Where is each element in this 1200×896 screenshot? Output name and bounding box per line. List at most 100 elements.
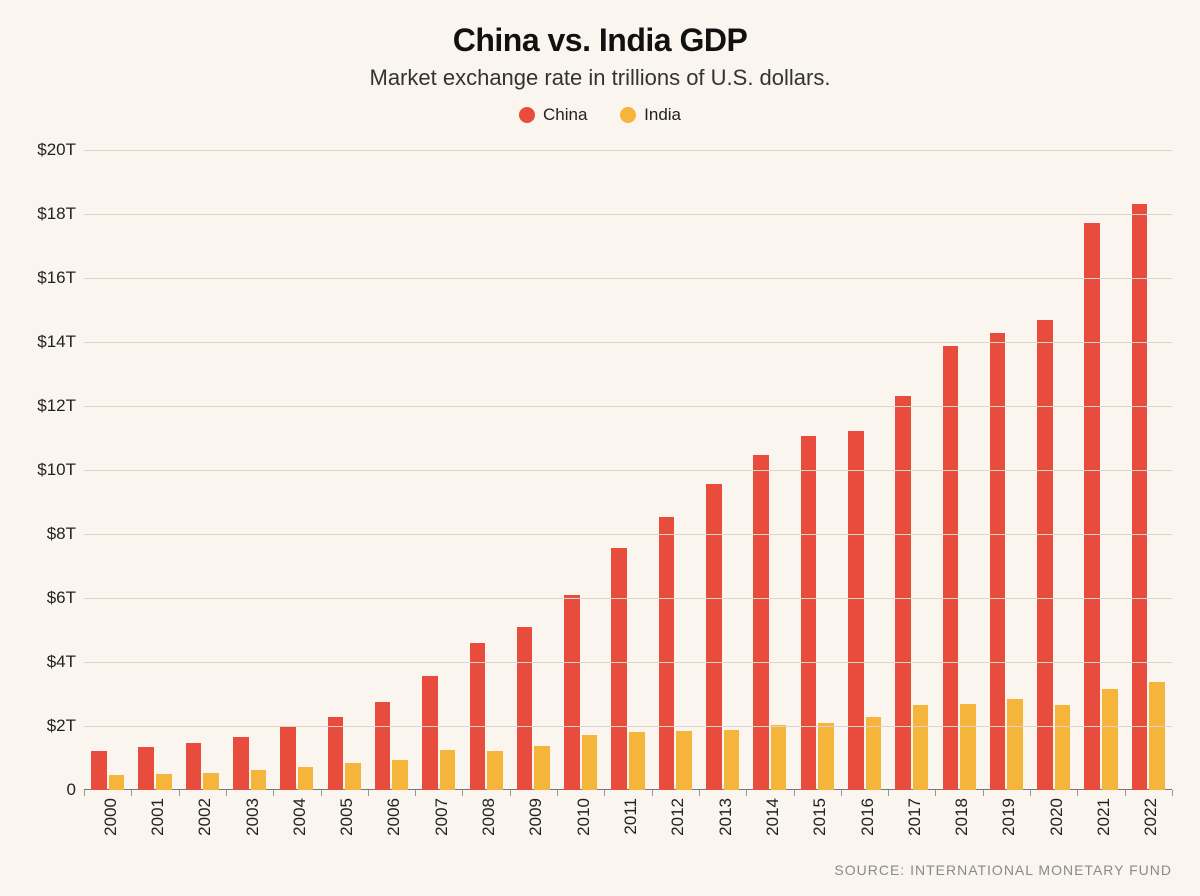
y-tick-label: $16T [37, 268, 84, 288]
bar-china [280, 727, 296, 790]
plot-area: 2000200120022003200420052006200720082009… [84, 150, 1172, 790]
gridline [84, 150, 1172, 151]
x-tick [557, 790, 558, 796]
gridline [84, 214, 1172, 215]
x-tick-label: 2006 [384, 798, 404, 836]
bar-india [534, 746, 550, 790]
x-tick-label: 2001 [148, 798, 168, 836]
y-tick-label: 0 [67, 780, 84, 800]
x-tick [604, 790, 605, 796]
gridline [84, 342, 1172, 343]
x-tick-label: 2019 [999, 798, 1019, 836]
bar-india [1149, 682, 1165, 790]
x-tick-label: 2011 [621, 798, 641, 835]
x-tick [1030, 790, 1031, 796]
x-tick [1125, 790, 1126, 796]
x-tick-label: 2007 [432, 798, 452, 836]
y-tick-label: $12T [37, 396, 84, 416]
bar-india [345, 763, 361, 790]
bar-china [990, 333, 1006, 790]
bar-india [251, 770, 267, 790]
bar-india [156, 774, 172, 790]
bar-india [913, 705, 929, 790]
x-tick-label: 2016 [858, 798, 878, 836]
legend-swatch-china [519, 107, 535, 123]
bar-india [960, 704, 976, 790]
bar-india [487, 751, 503, 790]
gridline [84, 406, 1172, 407]
x-tick [841, 790, 842, 796]
x-tick [368, 790, 369, 796]
bar-india [676, 731, 692, 790]
bar-india [392, 760, 408, 790]
y-tick-label: $2T [47, 716, 84, 736]
bar-china [233, 737, 249, 790]
bar-china [186, 743, 202, 790]
x-tick-label: 2010 [574, 798, 594, 836]
x-tick-label: 2000 [101, 798, 121, 836]
x-tick [462, 790, 463, 796]
bar-china [753, 455, 769, 790]
x-tick [794, 790, 795, 796]
legend-item-china: China [519, 105, 587, 125]
gridline [84, 598, 1172, 599]
bar-china [895, 396, 911, 790]
bar-china [375, 702, 391, 790]
bar-china [1037, 320, 1053, 790]
legend-swatch-india [620, 107, 636, 123]
x-tick [226, 790, 227, 796]
y-tick-label: $20T [37, 140, 84, 160]
y-tick-label: $6T [47, 588, 84, 608]
bar-india [1102, 689, 1118, 790]
bar-china [659, 517, 675, 790]
bar-india [629, 732, 645, 790]
bar-china [801, 436, 817, 790]
x-tick [1077, 790, 1078, 796]
bar-india [771, 725, 787, 790]
source-attribution: SOURCE: INTERNATIONAL MONETARY FUND [834, 862, 1172, 878]
x-tick-label: 2017 [905, 798, 925, 836]
x-tick-label: 2018 [952, 798, 972, 836]
gridline [84, 662, 1172, 663]
y-tick-label: $18T [37, 204, 84, 224]
y-tick-label: $10T [37, 460, 84, 480]
bar-china [1084, 223, 1100, 790]
x-tick-label: 2015 [810, 798, 830, 836]
x-tick-label: 2009 [526, 798, 546, 836]
gridline [84, 470, 1172, 471]
x-tick-label: 2013 [716, 798, 736, 836]
legend-label-china: China [543, 105, 587, 125]
x-tick [273, 790, 274, 796]
x-tick-label: 2005 [337, 798, 357, 836]
bar-india [866, 717, 882, 790]
x-tick-label: 2022 [1141, 798, 1161, 836]
bar-china [328, 717, 344, 790]
bar-india [818, 723, 834, 790]
legend-item-india: India [620, 105, 681, 125]
y-tick-label: $4T [47, 652, 84, 672]
x-tick-label: 2020 [1047, 798, 1067, 836]
bar-india [440, 750, 456, 790]
chart-subtitle: Market exchange rate in trillions of U.S… [0, 65, 1200, 91]
x-tick [415, 790, 416, 796]
x-tick-label: 2002 [195, 798, 215, 836]
chart-container: China vs. India GDP Market exchange rate… [0, 0, 1200, 896]
y-tick-label: $8T [47, 524, 84, 544]
x-tick [179, 790, 180, 796]
x-tick-label: 2014 [763, 798, 783, 836]
bar-china [1132, 204, 1148, 790]
bar-china [943, 346, 959, 790]
x-tick-label: 2012 [668, 798, 688, 836]
x-tick [321, 790, 322, 796]
bar-india [582, 735, 598, 790]
x-tick [131, 790, 132, 796]
x-tick-label: 2021 [1094, 798, 1114, 836]
x-tick-label: 2003 [243, 798, 263, 836]
x-tick [935, 790, 936, 796]
bar-china [470, 643, 486, 790]
x-tick [652, 790, 653, 796]
x-tick-label: 2008 [479, 798, 499, 836]
bar-india [1055, 705, 1071, 790]
chart-title: China vs. India GDP [0, 0, 1200, 59]
x-tick [84, 790, 85, 796]
